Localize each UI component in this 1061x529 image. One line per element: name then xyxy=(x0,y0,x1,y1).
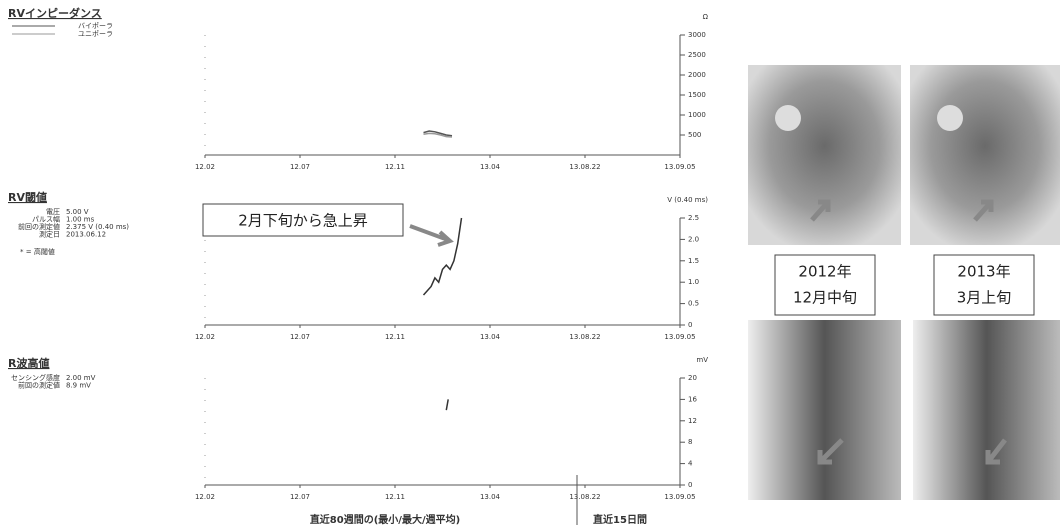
y-tick-label: 1500 xyxy=(688,91,706,99)
x-tick-label: 13.08.22 xyxy=(569,163,600,171)
y-tick-label: 16 xyxy=(688,395,697,403)
pacemaker xyxy=(775,105,801,131)
note-label: 前回の測定値 xyxy=(18,381,60,390)
data-line xyxy=(424,218,462,295)
annotation: 2月下旬から急上昇 xyxy=(238,212,368,230)
xray-front-2013 xyxy=(910,65,1060,245)
y-unit: V (0.40 ms) xyxy=(667,196,708,204)
y-unit: Ω xyxy=(703,13,709,21)
y-tick-label: 1000 xyxy=(688,111,706,119)
x-tick-label: 12.07 xyxy=(290,163,310,171)
y-tick-label: 0 xyxy=(688,321,692,329)
x-tick-label: 12.11 xyxy=(385,333,405,341)
y-tick-label: 2.0 xyxy=(688,235,699,243)
x-tick-label: 12.07 xyxy=(290,333,310,341)
y-tick-label: 20 xyxy=(688,374,697,382)
chart-title: RVインピーダンス xyxy=(8,6,102,20)
y-tick-label: 1.0 xyxy=(688,278,699,286)
x-tick-label: 13.09.05 xyxy=(664,493,695,501)
xray-side-2013 xyxy=(913,320,1060,500)
x-tick-label: 13.08.22 xyxy=(569,493,600,501)
x-tick-label: 12.02 xyxy=(195,493,215,501)
xray-front-2012 xyxy=(748,65,901,245)
note-value: 8.9 mV xyxy=(66,382,91,390)
x-tick-label: 13.04 xyxy=(480,163,501,171)
x-tick-label: 12.02 xyxy=(195,333,215,341)
y-tick-label: 2.5 xyxy=(688,214,699,222)
x-label: 直近80週間の(最小/最大/週平均) xyxy=(310,513,460,526)
xray-side-2012 xyxy=(748,320,901,500)
y-tick-label: 0.5 xyxy=(688,300,699,308)
figure: 2012年 12月中旬 2013年 3月上旬 RVインピーダンス Ω 500 1000… xyxy=(0,0,1061,529)
x-tick-label: 13.08.22 xyxy=(569,333,600,341)
caption: 3月上旬 xyxy=(957,289,1012,307)
x-tick-label: 13.09.05 xyxy=(664,333,695,341)
x-tick-label: 12.11 xyxy=(385,163,405,171)
y-tick-label: 1.5 xyxy=(688,257,699,265)
x-tick-label: 13.04 xyxy=(480,493,501,501)
note-value: 2013.06.12 xyxy=(66,231,106,239)
y-tick-label: 3000 xyxy=(688,31,706,39)
y-tick-label: 4 xyxy=(688,460,693,468)
x-tick-label: 13.09.05 xyxy=(664,163,695,171)
y-tick-label: 500 xyxy=(688,131,701,139)
x-tick-label: 13.04 xyxy=(480,333,501,341)
caption: 2012年 xyxy=(798,263,851,281)
y-tick-label: 8 xyxy=(688,438,692,446)
note-label: 測定日 xyxy=(39,230,60,239)
pacemaker xyxy=(937,105,963,131)
data-line xyxy=(446,399,448,410)
chart-title: RV閾値 xyxy=(8,190,47,204)
y-unit: mV xyxy=(696,356,708,364)
y-tick-label: 2500 xyxy=(688,51,706,59)
y-tick-label: 12 xyxy=(688,417,697,425)
chart-title: R波高値 xyxy=(8,356,49,370)
caption: 2013年 xyxy=(957,263,1010,281)
marker-note: * = 高閾値 xyxy=(20,247,55,256)
caption: 12月中旬 xyxy=(793,289,857,307)
legend-label: ユニポーラ xyxy=(78,30,113,38)
legend-label: バイポーラ xyxy=(78,22,113,30)
y-tick-label: 2000 xyxy=(688,71,706,79)
annotation-arrow xyxy=(410,226,450,245)
xray-images: 2012年 12月中旬 2013年 3月上旬 xyxy=(748,65,1060,500)
y-tick-label: 0 xyxy=(688,481,692,489)
x-tick-label: 12.02 xyxy=(195,163,215,171)
x-tick-label: 12.07 xyxy=(290,493,310,501)
x-tick-label: 12.11 xyxy=(385,493,405,501)
x-label-right: 直近15日間 xyxy=(593,513,647,526)
